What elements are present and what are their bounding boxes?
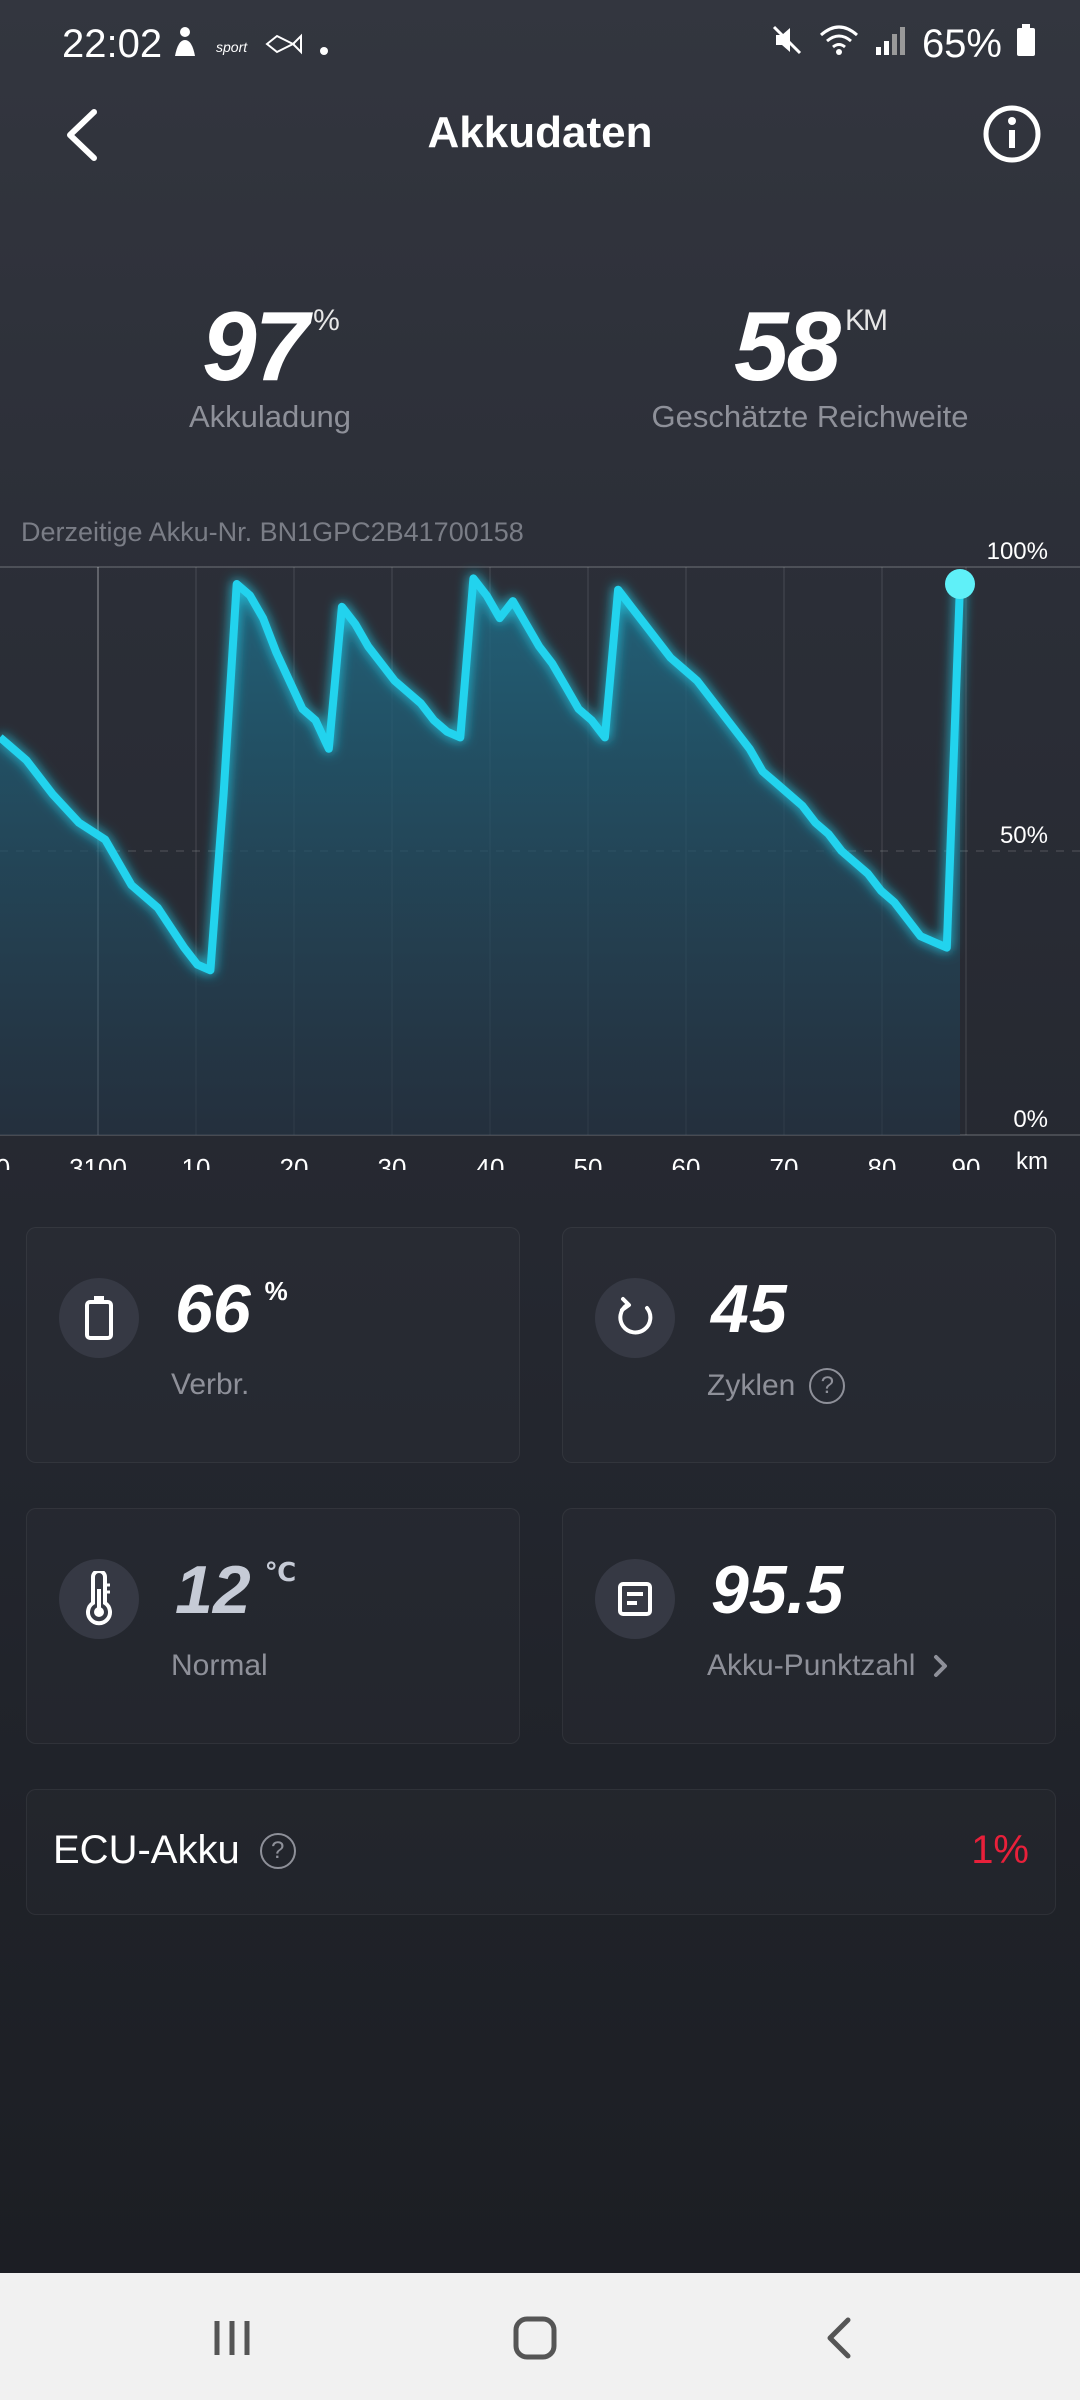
home-icon (513, 2316, 557, 2360)
status-time: 22:02 (62, 22, 163, 66)
app-header: Akkudaten (0, 90, 1080, 180)
ecu-value: 1% (971, 1828, 1029, 1872)
x-tick-label: 60 (672, 1153, 701, 1170)
dot-icon (319, 30, 329, 64)
range-label: Geschätzte Reichweite (651, 399, 969, 434)
battery-percent: 65% (921, 22, 1002, 66)
help-icon[interactable]: ? (809, 1368, 846, 1404)
cycles-card: 45 Zyklen? (562, 1227, 1056, 1463)
system-nav-bar (0, 2273, 1080, 2400)
x-tick-label: 80 (868, 1153, 897, 1170)
ecu-label: ECU-Akku (53, 1828, 240, 1872)
battery-score-label: Akku-Punktzahl (707, 1649, 916, 1682)
y-tick-label: 100% (987, 538, 1048, 565)
chart-area (0, 578, 960, 1135)
x-tick-label: 40 (476, 1153, 505, 1170)
x-tick-label: 3100 (69, 1153, 127, 1170)
wifi-icon (818, 22, 860, 67)
x-tick-label: 10 (182, 1153, 211, 1170)
x-tick-label: 0 (0, 1153, 10, 1170)
range-value: 58 (733, 291, 841, 401)
chevron-left-icon (67, 109, 97, 161)
x-tick-label: 70 (770, 1153, 799, 1170)
range-summary: 58 KM Geschätzte Reichweite (630, 290, 990, 435)
back-button[interactable] (50, 100, 120, 170)
refresh-icon (595, 1278, 675, 1358)
sport-app-icon: sport (216, 39, 248, 55)
x-tick-label: 50 (574, 1153, 603, 1170)
charge-label: Akkuladung (188, 399, 351, 434)
range-unit: KM (845, 304, 888, 337)
battery-icon (1016, 22, 1036, 67)
status-bar: 22:02 sport 65% (0, 0, 1080, 90)
home-button[interactable] (495, 2303, 575, 2373)
person-icon (170, 26, 200, 68)
battery-pack-id: Derzeitige Akku-Nr. BN1GPC2B41700158 (21, 517, 524, 547)
x-tick-label: 20 (280, 1153, 309, 1170)
back-icon (827, 2317, 851, 2359)
chart-series-line (0, 574, 964, 975)
x-tick-label: 90 (952, 1153, 981, 1170)
document-icon (595, 1559, 675, 1639)
notification-icons: sport (170, 26, 329, 68)
fish-icon (263, 30, 303, 64)
consumption-card: 66% Verbr. (26, 1227, 520, 1463)
signal-icon (874, 22, 908, 67)
recent-apps-button[interactable] (192, 2303, 272, 2373)
charge-value: 97 (202, 291, 309, 401)
system-back-button[interactable] (800, 2303, 880, 2373)
battery-history-chart[interactable]: 100% 50% 0% 0 3100 10 20 30 40 50 60 70 80 90 km (0, 530, 1080, 1170)
x-unit-label: km (1016, 1148, 1048, 1170)
y-tick-label: 0% (1013, 1106, 1048, 1133)
battery-icon (59, 1278, 139, 1358)
consumption-label: Verbr. (171, 1368, 250, 1401)
help-icon[interactable]: ? (259, 1832, 296, 1869)
ecu-battery-row: ECU-Akku? 1% (26, 1789, 1056, 1915)
cycles-value: 45 (711, 1271, 787, 1347)
charge-summary: 97% Akkuladung (150, 290, 390, 435)
recent-apps-icon (214, 2321, 250, 2355)
current-point-marker (945, 569, 975, 600)
page-title: Akkudaten (427, 108, 653, 157)
temperature-unit: ℃ (264, 1557, 297, 1587)
chevron-right-icon (934, 1655, 948, 1677)
battery-score-value: 95.5 (711, 1552, 844, 1628)
charge-unit: % (313, 304, 340, 337)
status-right: 65% (770, 22, 1036, 67)
mute-icon (770, 22, 804, 67)
y-tick-label: 50% (1000, 822, 1048, 849)
cycles-label: Zyklen (707, 1369, 796, 1402)
temperature-value: 12 (175, 1552, 251, 1628)
info-icon (983, 105, 1041, 163)
consumption-value: 66 (175, 1271, 251, 1347)
temperature-label: Normal (171, 1649, 268, 1682)
info-button[interactable] (980, 102, 1044, 166)
consumption-unit: % (264, 1276, 288, 1306)
thermometer-icon (59, 1559, 139, 1639)
temperature-card: 12 ℃ Normal (26, 1508, 520, 1744)
x-tick-label: 30 (378, 1153, 407, 1170)
battery-score-card[interactable]: 95.5 Akku-Punktzahl (562, 1508, 1056, 1744)
